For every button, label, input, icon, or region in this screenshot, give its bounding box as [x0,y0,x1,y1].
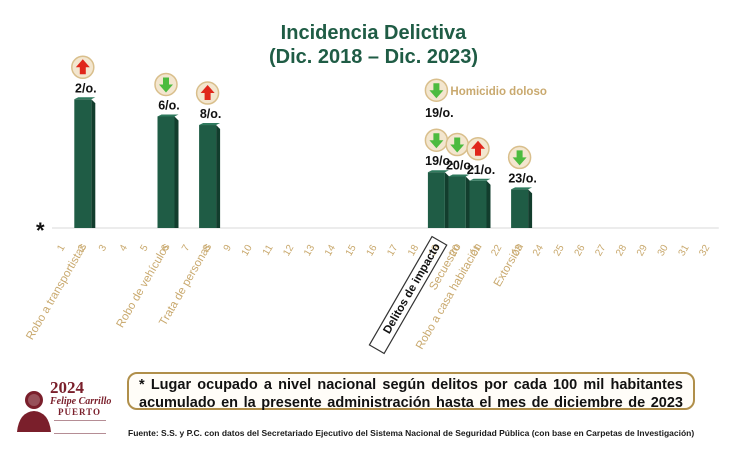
x-tick-label: 13 [302,243,317,259]
x-tick-label: 9 [222,243,235,254]
bar-top [199,123,221,126]
x-tick-label: 29 [635,243,650,259]
down-arrow-icon [507,145,532,170]
bar [469,180,487,228]
bar-rank-label: 2/o. [75,81,97,95]
portrait-emblem [17,391,51,432]
bar-side [465,176,470,228]
down-arrow-icon [424,128,449,152]
footnote-box: * Lugar ocupado a nivel nacional según d… [127,372,695,411]
x-tick-label: 17 [385,243,400,259]
x-tick-label: 7 [180,243,193,254]
x-tick-label: 11 [261,243,276,258]
bar-side [486,180,491,228]
bar-top [157,114,179,117]
x-tick-label: 16 [365,243,380,259]
bar-top [427,170,449,173]
x-tick-label: 20 [448,243,463,259]
axis-asterisk: * [36,218,45,243]
x-tick-label: 24 [531,243,546,259]
x-tick-label: 31 [677,243,692,259]
up-arrow-icon [466,137,490,161]
x-tick-label: 3 [97,243,110,254]
marker-annotation: Homicidio doloso [450,86,546,98]
bar [448,176,466,228]
bar-top [448,174,470,177]
down-arrow-icon [154,72,178,97]
bar [199,125,217,228]
x-tick-label: 4 [118,243,131,254]
bar-rank-label: 23/o. [508,171,537,185]
logo-decoration [54,420,106,434]
bar-rank-label: 20/o. [446,159,475,173]
bar-rank-label: 19/o. [425,154,454,168]
down-arrow-icon [424,78,449,102]
x-tick-label: 8 [201,243,214,254]
x-tick-label: 21 [469,243,484,259]
bar-rank-label: 6/o. [158,98,180,112]
bar-side [91,99,96,229]
x-tick-label: 23 [510,243,525,259]
x-tick-label: 32 [697,243,712,259]
government-logo: 2024 Felipe Carrillo PUERTO [14,378,112,436]
down-arrow-icon [445,132,469,157]
x-tick-label: 10 [240,243,255,259]
logo-place: PUERTO [58,407,102,417]
bar-side [528,189,533,228]
category-label: Robo a transportistas [24,241,89,342]
x-tick-label: 25 [552,243,567,259]
bar [427,172,445,228]
x-tick-label: 15 [344,243,359,259]
chart-title: Incidencia Delictiva [280,22,467,44]
x-tick-label: 12 [281,243,296,259]
bar-rank-label: 21/o. [467,163,496,177]
x-tick-label: 22 [489,243,504,259]
bar [511,189,529,228]
source-text: Fuente: S.S. y P.C. con datos del Secret… [128,428,695,438]
bar-side [174,116,179,228]
footnote-text: * Lugar ocupado a nivel nacional según d… [139,377,683,411]
up-arrow-icon [195,81,220,105]
bar-side [216,125,221,228]
bar-top [511,187,533,190]
logo-year: 2024 [50,378,84,397]
up-arrow-icon [71,55,95,80]
chart-subtitle: (Dic. 2018 – Dic. 2023) [268,46,478,68]
x-tick-label: 18 [406,243,421,259]
bar-chart: *1 2 3 4 5 6 7 8 9 10 11 12 13 14 15 16 17 18 19 20 21 22 23 24… [24,55,719,355]
x-tick-label: 1 [55,243,68,254]
marker-rank-label: 19/o. [425,106,454,120]
x-tick-label: 30 [656,243,671,259]
category-label-box [368,235,448,355]
logo-name: Felipe Carrillo [50,396,112,407]
x-tick-label: 5 [138,243,151,254]
x-tick-label: 14 [323,243,338,259]
x-tick-label: 19 [427,243,442,259]
x-tick-label: 6 [159,243,172,254]
x-tick-label: 28 [614,243,629,259]
bar-rank-label: 8/o. [200,107,222,121]
bar [157,116,175,228]
bar-side [444,172,449,228]
bar-top [469,178,491,181]
bar-top [74,97,96,100]
x-tick-label: 27 [593,243,608,259]
bar [74,99,92,229]
x-tick-label: 2 [76,243,89,254]
x-tick-label: 26 [573,243,588,259]
